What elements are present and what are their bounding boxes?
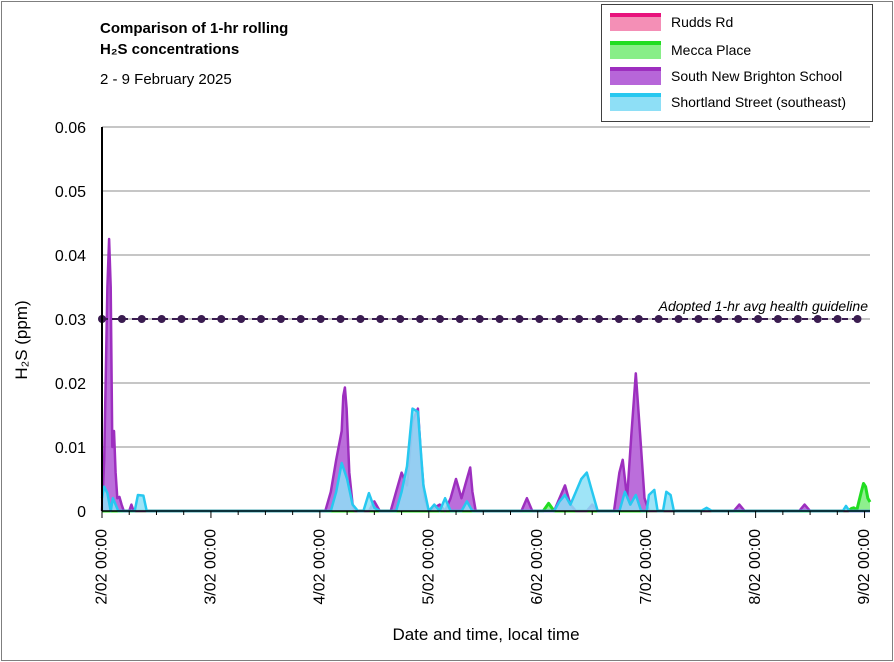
legend-label: South New Brighton School bbox=[671, 68, 843, 84]
legend-item-mecca-place: Mecca Place bbox=[610, 40, 751, 60]
title-line-1: Comparison of 1-hr rolling bbox=[100, 20, 289, 37]
x-axis-title: Date and time, local time bbox=[392, 625, 580, 644]
legend-swatch-rudds-rd bbox=[610, 13, 661, 31]
guideline-marker bbox=[435, 315, 444, 323]
guideline-marker bbox=[137, 315, 146, 323]
y-tick-label: 0.04 bbox=[55, 248, 86, 265]
guideline-marker bbox=[734, 315, 743, 323]
y-tick-label: 0.02 bbox=[55, 376, 86, 393]
guideline-marker bbox=[595, 315, 604, 323]
guideline-marker bbox=[396, 315, 405, 323]
series-line-shortland-street bbox=[100, 407, 870, 513]
guideline-marker bbox=[157, 315, 166, 323]
x-tick-label: 5/02 00:00 bbox=[420, 529, 437, 605]
legend-label: Mecca Place bbox=[671, 42, 752, 58]
x-tick-label: 7/02 00:00 bbox=[638, 529, 655, 605]
series-line-mecca-place bbox=[102, 482, 872, 513]
guideline-marker bbox=[575, 315, 584, 323]
series-area-south-new-brighton-school bbox=[102, 239, 870, 511]
legend-swatch-shortland-street bbox=[610, 93, 661, 111]
guideline-marker bbox=[833, 315, 842, 323]
series-area-shortland-street bbox=[102, 408, 870, 511]
guideline-marker bbox=[813, 315, 822, 323]
title-line-2: H₂S concentrations bbox=[100, 41, 240, 58]
chart-subtitle: 2 - 9 February 2025 bbox=[100, 71, 232, 88]
guideline-marker bbox=[475, 315, 484, 323]
guideline-marker bbox=[754, 315, 763, 323]
legend-label: Shortland Street (southeast) bbox=[671, 94, 847, 110]
x-tick-label: 9/02 00:00 bbox=[856, 529, 873, 605]
guideline-marker bbox=[535, 315, 544, 323]
guideline-marker bbox=[316, 315, 325, 323]
legend: Rudds Rd Mecca Place South New Brighton … bbox=[601, 4, 873, 122]
guideline-marker bbox=[773, 315, 782, 323]
legend-swatch-mecca-place bbox=[610, 41, 661, 59]
guideline-marker bbox=[555, 315, 564, 323]
guideline-marker bbox=[117, 315, 126, 323]
x-tick-label: 6/02 00:00 bbox=[529, 529, 546, 605]
guideline-marker bbox=[177, 315, 186, 323]
x-tick-label: 8/02 00:00 bbox=[747, 529, 764, 605]
guideline-marker bbox=[296, 315, 305, 323]
guideline-marker bbox=[257, 315, 266, 323]
x-tick-label: 4/02 00:00 bbox=[311, 529, 328, 605]
guideline-marker bbox=[276, 315, 285, 323]
guideline-marker bbox=[336, 315, 345, 323]
guideline-marker bbox=[515, 315, 524, 323]
guideline-marker bbox=[197, 315, 206, 323]
series-line-south-new-brighton-school bbox=[100, 237, 870, 513]
guideline-marker bbox=[674, 315, 683, 323]
legend-item-shortland-street: Shortland Street (southeast) bbox=[610, 92, 846, 112]
guideline-marker bbox=[634, 315, 643, 323]
guideline: Adopted 1-hr avg health guideline bbox=[98, 298, 868, 323]
series-areas bbox=[100, 237, 872, 513]
x-tick-label: 2/02 00:00 bbox=[94, 529, 111, 605]
legend-item-rudds-rd: Rudds Rd bbox=[610, 12, 733, 32]
y-tick-label: 0 bbox=[77, 504, 86, 521]
guideline-marker bbox=[356, 315, 365, 323]
guideline-marker bbox=[217, 315, 226, 323]
guideline-marker bbox=[654, 315, 663, 323]
guideline-marker bbox=[376, 315, 385, 323]
y-tick-label: 0.05 bbox=[55, 184, 86, 201]
chart-title: Comparison of 1-hr rolling H₂S concentra… bbox=[100, 18, 288, 89]
guideline-marker bbox=[694, 315, 703, 323]
guideline-label: Adopted 1-hr avg health guideline bbox=[658, 298, 869, 314]
guideline-marker bbox=[495, 315, 504, 323]
guideline-marker bbox=[793, 315, 802, 323]
x-tick-label: 3/02 00:00 bbox=[202, 529, 219, 605]
series-area-mecca-place bbox=[102, 483, 870, 511]
y-tick-label: 0.06 bbox=[55, 120, 86, 137]
y-tick-label: 0.01 bbox=[55, 440, 86, 457]
legend-item-south-new-brighton-school: South New Brighton School bbox=[610, 66, 842, 86]
legend-swatch-south-new-brighton-school bbox=[610, 67, 661, 85]
y-tick-label: 0.03 bbox=[55, 312, 86, 329]
guideline-marker bbox=[237, 315, 246, 323]
legend-label: Rudds Rd bbox=[671, 14, 734, 30]
guideline-marker bbox=[714, 315, 723, 323]
axes: 0 0.01 0.02 0.03 0.04 0.05 0.06 2/02 00:00 3/02 … bbox=[55, 120, 873, 605]
guideline-marker bbox=[853, 315, 862, 323]
guideline-marker bbox=[614, 315, 623, 323]
y-axis-title: H₂S (ppm) bbox=[12, 300, 31, 380]
guideline-marker bbox=[416, 315, 425, 323]
guideline-marker bbox=[455, 315, 464, 323]
